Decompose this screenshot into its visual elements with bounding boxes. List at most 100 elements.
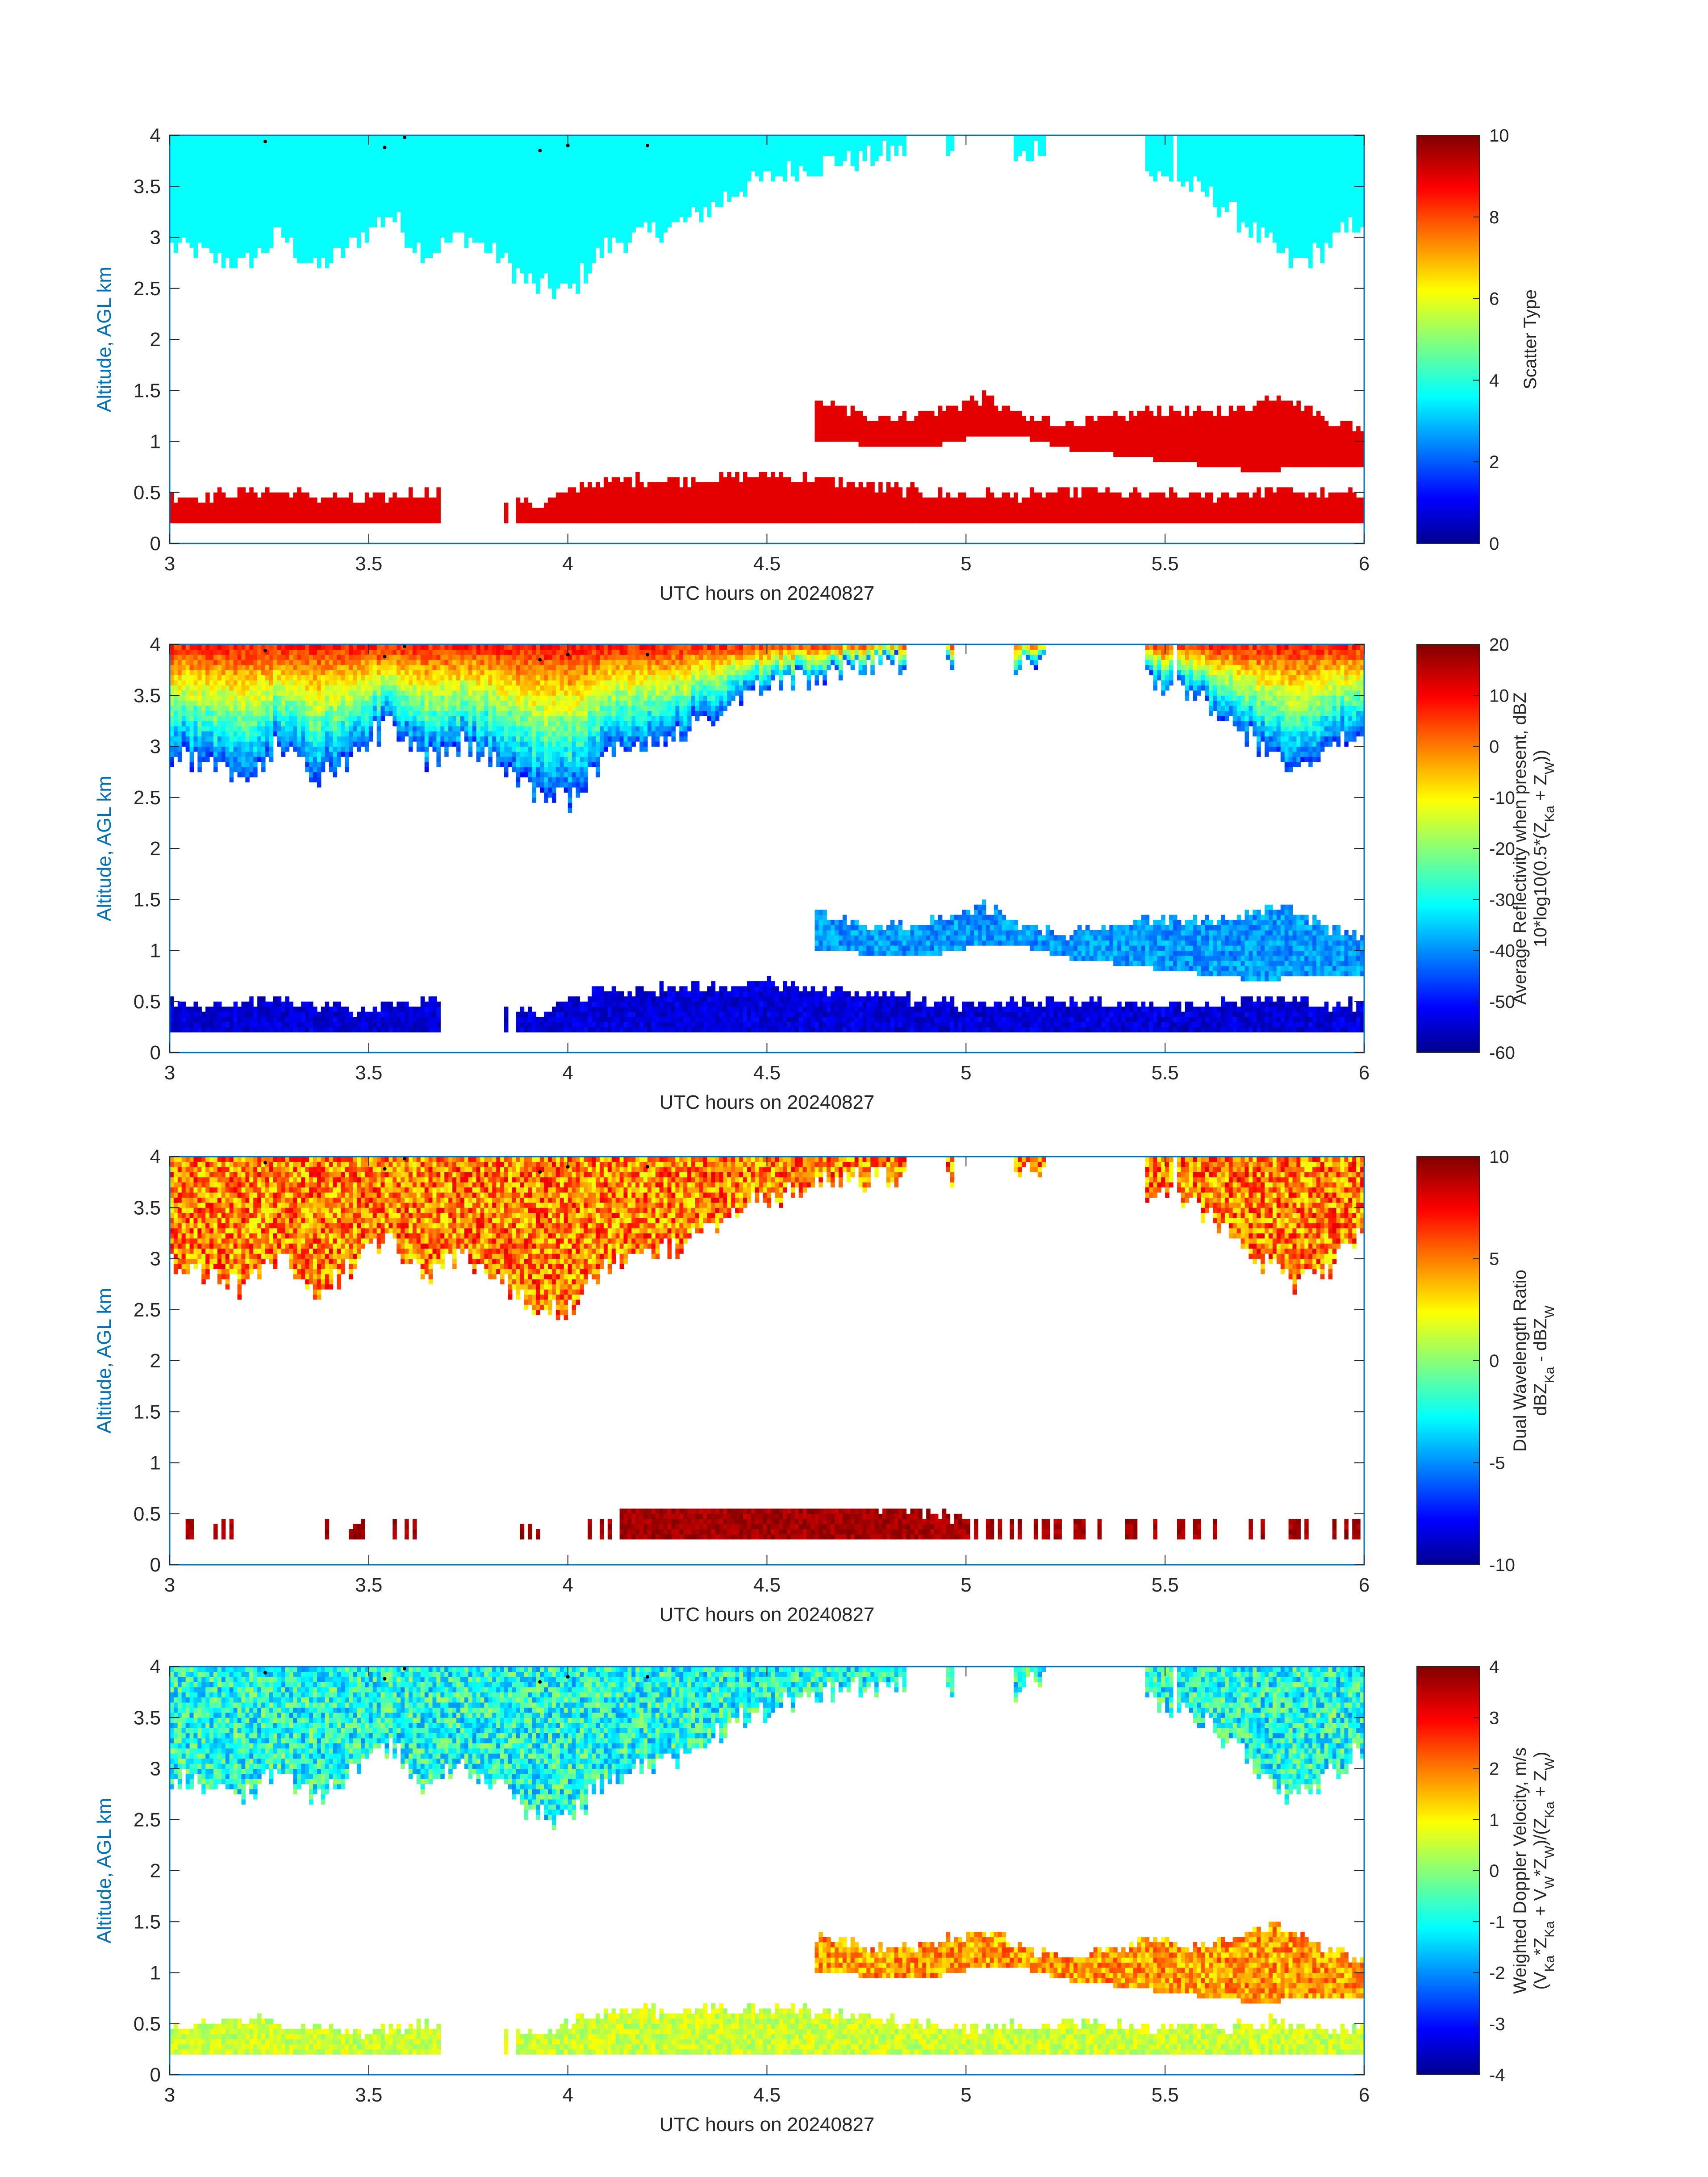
heatmap-cell <box>1189 436 1194 442</box>
heatmap-cell <box>695 181 700 187</box>
heatmap-cell <box>1173 421 1178 426</box>
heatmap-cell <box>560 232 564 238</box>
heatmap-cell <box>372 135 377 141</box>
heatmap-cell <box>333 135 338 141</box>
heatmap-cell <box>560 242 564 248</box>
heatmap-cell <box>1344 135 1349 141</box>
heatmap-cell <box>309 227 313 233</box>
heatmap-cell <box>1253 201 1257 207</box>
heatmap-cell <box>548 196 552 202</box>
heatmap-cell <box>1105 426 1110 432</box>
heatmap-cell <box>516 242 521 248</box>
heatmap-cell <box>918 410 923 416</box>
heatmap-cell <box>938 426 943 432</box>
heatmap-cell <box>663 207 668 212</box>
heatmap-cell <box>588 242 592 248</box>
heatmap-cell <box>1101 436 1106 442</box>
heatmap-cell <box>651 196 656 202</box>
heatmap-cell <box>261 207 266 212</box>
heatmap-cell <box>572 161 576 167</box>
heatmap-cell <box>193 171 198 176</box>
heatmap-cell <box>1217 186 1221 192</box>
heatmap-cell <box>802 135 807 141</box>
heatmap-cell <box>197 150 202 156</box>
heatmap-cell <box>237 186 242 192</box>
heatmap-cell <box>747 166 752 171</box>
heatmap-cell <box>763 140 768 146</box>
heatmap-cell <box>854 140 859 146</box>
heatmap-cell <box>329 191 334 197</box>
heatmap-cell <box>1228 166 1233 171</box>
heatmap-cell <box>588 237 592 243</box>
heatmap-cell <box>281 207 286 212</box>
heatmap-cell <box>376 191 381 197</box>
heatmap-cell <box>409 232 413 238</box>
heatmap-cell <box>309 176 313 182</box>
heatmap-cell <box>261 186 266 192</box>
heatmap-cell <box>289 155 293 161</box>
heatmap-cell <box>416 237 421 243</box>
heatmap-cell <box>1249 140 1253 146</box>
heatmap-cell <box>576 140 580 146</box>
heatmap-cell <box>1065 426 1070 432</box>
heatmap-cell <box>870 155 875 161</box>
heatmap-cell <box>576 176 580 182</box>
heatmap-cell <box>257 222 262 228</box>
heatmap-cell <box>611 176 616 182</box>
heatmap-cell <box>655 140 660 146</box>
heatmap-cell <box>372 176 377 182</box>
heatmap-cell <box>269 201 274 207</box>
heatmap-cell <box>285 227 290 233</box>
heatmap-cell <box>277 171 282 176</box>
heatmap-cell <box>409 181 413 187</box>
heatmap-cell <box>213 252 218 258</box>
heatmap-cell <box>420 212 425 217</box>
heatmap-cell <box>353 217 357 222</box>
heatmap-cell <box>560 145 564 151</box>
heatmap-cell <box>1149 140 1153 146</box>
heatmap-cell <box>1261 207 1265 212</box>
heatmap-cell <box>1201 176 1205 182</box>
heatmap-cell <box>1169 441 1173 447</box>
heatmap-cell <box>596 150 600 156</box>
heatmap-cell <box>309 196 313 202</box>
heatmap-cell <box>420 232 425 238</box>
heatmap-cell <box>611 140 616 146</box>
heatmap-cell <box>353 155 357 161</box>
heatmap-cell <box>1181 171 1186 176</box>
heatmap-cell <box>588 191 592 197</box>
heatmap-cell <box>711 145 716 151</box>
heatmap-cell <box>277 201 282 207</box>
heatmap-cell <box>317 140 322 146</box>
heatmap-cell <box>432 247 437 253</box>
heatmap-cell <box>707 191 712 197</box>
heatmap-cell <box>524 145 529 151</box>
heatmap-cell <box>1261 135 1265 141</box>
heatmap-cell <box>273 155 278 161</box>
heatmap-cell <box>197 176 202 182</box>
heatmap-cell <box>544 268 548 274</box>
heatmap-cell <box>711 176 716 182</box>
heatmap-cell <box>397 140 401 146</box>
heatmap-cell <box>1304 212 1309 217</box>
heatmap-cell <box>253 176 258 182</box>
heatmap-cell <box>1257 176 1261 182</box>
heatmap-cell <box>269 145 274 151</box>
heatmap-cell <box>1340 171 1345 176</box>
heatmap-cell <box>607 217 612 222</box>
heatmap-cell <box>245 135 250 141</box>
heatmap-cell <box>1197 451 1201 457</box>
heatmap-cell <box>317 247 322 253</box>
heatmap-cell <box>209 161 214 167</box>
heatmap-cell <box>261 161 266 167</box>
heatmap-cell <box>353 207 357 212</box>
heatmap-cell <box>221 196 226 202</box>
heatmap-cell <box>205 161 210 167</box>
heatmap-cell <box>1165 416 1169 422</box>
heatmap-cell <box>1149 135 1153 141</box>
heatmap-cell <box>245 161 250 167</box>
heatmap-cell <box>532 155 536 161</box>
heatmap-cell <box>237 222 242 228</box>
heatmap-cell <box>361 135 365 141</box>
heatmap-cell <box>1269 217 1273 222</box>
